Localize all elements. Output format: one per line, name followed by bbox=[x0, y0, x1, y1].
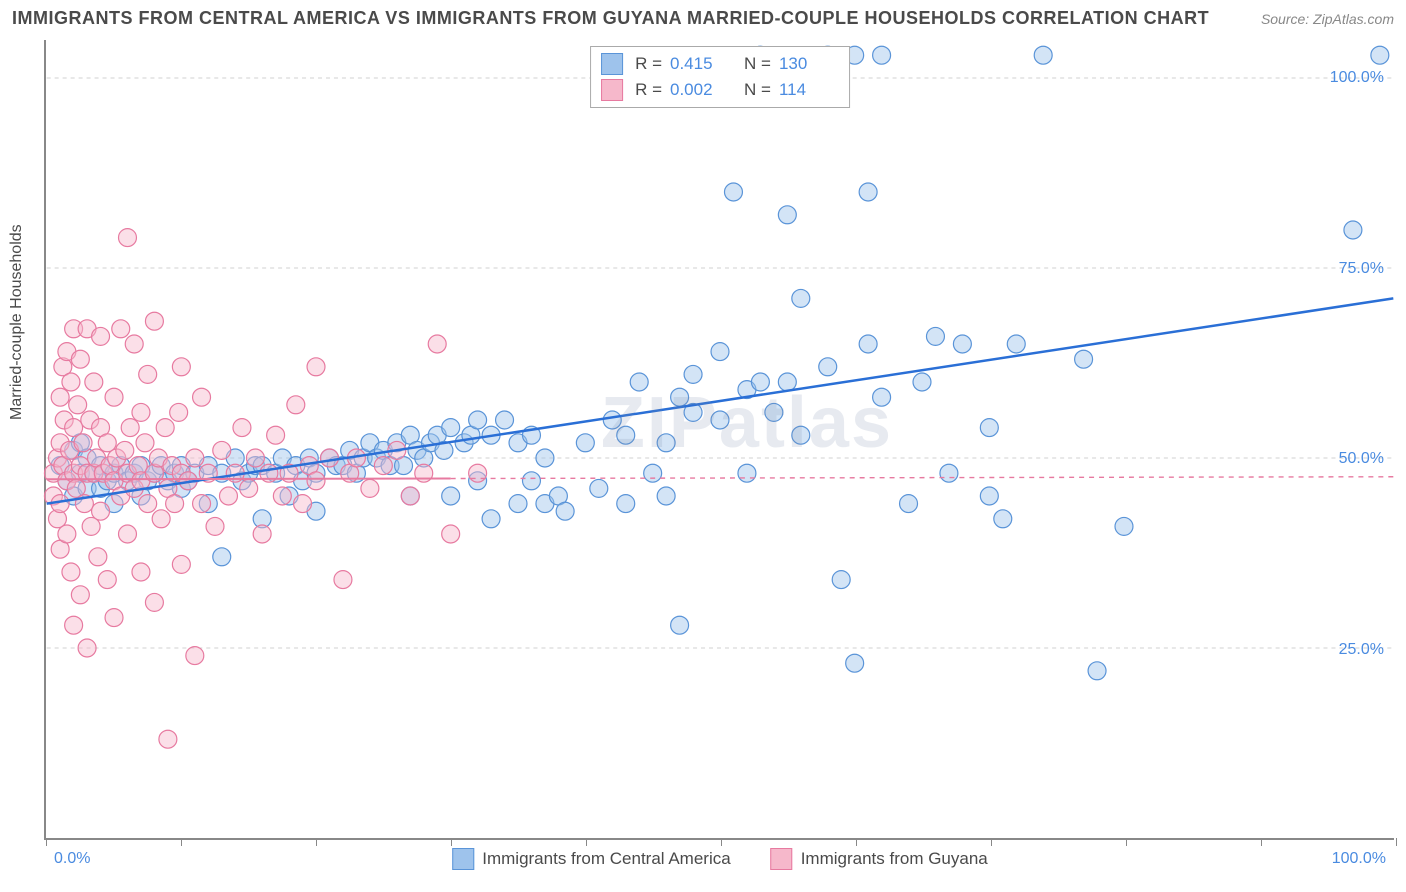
y-tick-label: 50.0% bbox=[1339, 450, 1384, 468]
legend-label-0: Immigrants from Central America bbox=[482, 849, 730, 869]
y-tick-label: 75.0% bbox=[1339, 260, 1384, 278]
y-tick-label: 100.0% bbox=[1330, 69, 1384, 87]
scatter-plot bbox=[46, 40, 1394, 838]
legend-swatch-1 bbox=[601, 79, 623, 101]
x-tick bbox=[721, 838, 722, 846]
x-tick bbox=[1126, 838, 1127, 846]
x-tick bbox=[451, 838, 452, 846]
title-bar: IMMIGRANTS FROM CENTRAL AMERICA VS IMMIG… bbox=[12, 8, 1394, 29]
x-tick bbox=[991, 838, 992, 846]
legend-label-1: Immigrants from Guyana bbox=[801, 849, 988, 869]
legend-swatch-0 bbox=[601, 53, 623, 75]
chart-title: IMMIGRANTS FROM CENTRAL AMERICA VS IMMIG… bbox=[12, 8, 1209, 29]
chart-area: ZIPatlas R = 0.415 N = 130 R = 0.002 N =… bbox=[44, 40, 1394, 840]
legend-swatch-bottom-0 bbox=[452, 848, 474, 870]
x-tick bbox=[1261, 838, 1262, 846]
x-axis-min-label: 0.0% bbox=[54, 850, 90, 868]
legend-item-1: Immigrants from Guyana bbox=[771, 848, 988, 870]
legend-correlation: R = 0.415 N = 130 R = 0.002 N = 114 bbox=[590, 46, 850, 108]
x-tick bbox=[856, 838, 857, 846]
x-tick bbox=[46, 838, 47, 846]
source-label: Source: ZipAtlas.com bbox=[1261, 11, 1394, 27]
x-tick bbox=[316, 838, 317, 846]
legend-series: Immigrants from Central America Immigran… bbox=[452, 848, 988, 870]
x-tick bbox=[1396, 838, 1397, 846]
legend-row-series-1: R = 0.002 N = 114 bbox=[601, 77, 839, 103]
legend-item-0: Immigrants from Central America bbox=[452, 848, 730, 870]
legend-row-series-0: R = 0.415 N = 130 bbox=[601, 51, 839, 77]
legend-swatch-bottom-1 bbox=[771, 848, 793, 870]
y-axis-label: Married-couple Households bbox=[8, 224, 26, 420]
y-tick-label: 25.0% bbox=[1339, 641, 1384, 659]
x-tick bbox=[586, 838, 587, 846]
x-tick bbox=[181, 838, 182, 846]
x-axis-max-label: 100.0% bbox=[1332, 850, 1386, 868]
